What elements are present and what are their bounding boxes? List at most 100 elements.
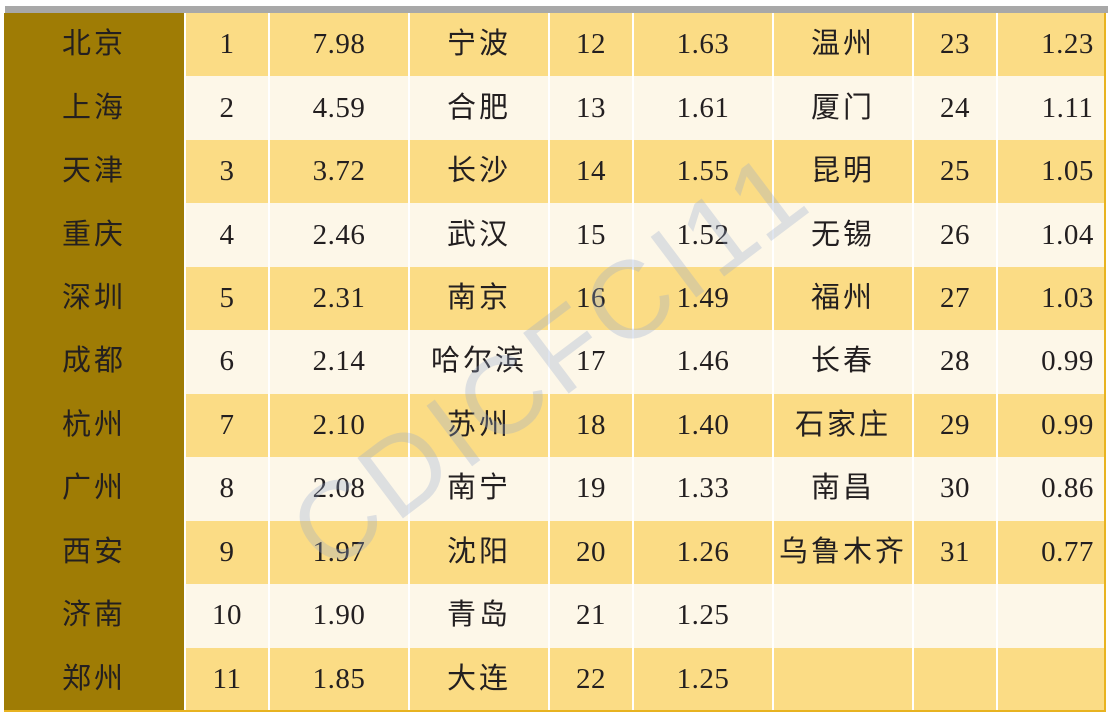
rank-cell: 21 [549, 584, 634, 648]
value-cell: 1.49 [633, 266, 774, 331]
city-cell: 宁波 [409, 13, 550, 77]
value-cell: 1.90 [269, 584, 410, 648]
rank-cell: 7 [185, 393, 270, 458]
table-row: 上海 2 4.59 合肥 13 1.61 厦门 24 1.11 [4, 76, 1104, 140]
value-cell [997, 647, 1104, 710]
rank-cell: 2 [185, 76, 270, 140]
rank-cell: 31 [913, 520, 998, 585]
cjk-text: 重庆 [61, 218, 126, 251]
city-cell: 无锡 [773, 203, 914, 267]
value-cell: 3.72 [269, 139, 410, 204]
rank-cell: 1 [185, 13, 270, 77]
value-cell: 0.77 [997, 520, 1104, 585]
value-cell: 2.14 [269, 330, 410, 394]
rank-cell: 8 [185, 457, 270, 521]
value-cell: 1.46 [633, 330, 774, 394]
cjk-text: 昆明 [810, 155, 875, 188]
cjk-text: 南昌 [810, 472, 875, 505]
city-cell: 南宁 [409, 457, 550, 521]
city-cell: 长沙 [409, 139, 550, 204]
table-row: 西安 9 1.97 沈阳 20 1.26 乌鲁木齐 31 0.77 [4, 520, 1104, 585]
value-cell: 4.59 [269, 76, 410, 140]
cjk-text: 沈阳 [446, 535, 511, 568]
rank-cell: 26 [913, 203, 998, 267]
city-cell: 长春 [773, 330, 914, 394]
cjk-text: 成都 [61, 345, 126, 378]
table-row: 北京 1 7.98 宁波 12 1.63 温州 23 1.23 [4, 13, 1104, 77]
city-cell: 昆明 [773, 139, 914, 204]
value-cell: 1.04 [997, 203, 1104, 267]
city-ranking-table: 北京 1 7.98 宁波 12 1.63 温州 23 1.23 上海 2 4.59 合肥 13 1.61 厦门… [4, 13, 1104, 710]
rank-cell: 9 [185, 520, 270, 585]
rank-cell: 11 [185, 647, 270, 710]
lead-city-cell: 深圳 [4, 266, 186, 331]
rank-cell: 29 [913, 393, 998, 458]
cjk-text: 长沙 [446, 155, 511, 188]
value-cell: 1.52 [633, 203, 774, 267]
cjk-text: 温州 [810, 28, 875, 61]
cjk-text: 南京 [446, 282, 511, 315]
city-cell: 沈阳 [409, 520, 550, 585]
value-cell: 1.23 [997, 13, 1104, 77]
value-cell: 1.40 [633, 393, 774, 458]
value-cell: 7.98 [269, 13, 410, 77]
table-body: 北京 1 7.98 宁波 12 1.63 温州 23 1.23 上海 2 4.59 合肥 13 1.61 厦门… [4, 13, 1104, 710]
value-cell: 0.99 [997, 330, 1104, 394]
cjk-text: 深圳 [61, 282, 126, 315]
cjk-text: 南宁 [446, 472, 511, 505]
value-cell: 0.86 [997, 457, 1104, 521]
value-cell: 1.05 [997, 139, 1104, 204]
cjk-text: 长春 [810, 345, 875, 378]
lead-city-cell: 北京 [4, 13, 186, 77]
value-cell: 1.25 [633, 647, 774, 710]
cjk-text: 福州 [810, 282, 875, 315]
cjk-text: 上海 [61, 91, 126, 124]
cjk-text: 石家庄 [794, 408, 891, 441]
lead-city-cell: 西安 [4, 520, 186, 585]
cjk-text: 广州 [61, 472, 126, 505]
cjk-text: 杭州 [61, 408, 126, 441]
lead-city-cell: 天津 [4, 139, 186, 204]
value-cell: 1.85 [269, 647, 410, 710]
rank-cell: 16 [549, 266, 634, 331]
value-cell: 1.33 [633, 457, 774, 521]
city-cell: 南京 [409, 266, 550, 331]
cjk-text: 无锡 [810, 218, 875, 251]
rank-cell: 22 [549, 647, 634, 710]
city-cell: 哈尔滨 [409, 330, 550, 394]
cjk-text: 天津 [61, 155, 126, 188]
value-cell: 2.08 [269, 457, 410, 521]
city-cell: 南昌 [773, 457, 914, 521]
value-cell: 1.61 [633, 76, 774, 140]
city-cell: 大连 [409, 647, 550, 710]
table-row: 杭州 7 2.10 苏州 18 1.40 石家庄 29 0.99 [4, 393, 1104, 458]
lead-city-cell: 郑州 [4, 647, 186, 710]
city-cell: 苏州 [409, 393, 550, 458]
city-cell: 厦门 [773, 76, 914, 140]
rank-cell: 20 [549, 520, 634, 585]
rank-cell: 3 [185, 139, 270, 204]
rank-cell: 25 [913, 139, 998, 204]
rank-cell: 14 [549, 139, 634, 204]
rank-cell: 15 [549, 203, 634, 267]
cjk-text: 乌鲁木齐 [778, 535, 907, 568]
rank-cell: 30 [913, 457, 998, 521]
table-row: 天津 3 3.72 长沙 14 1.55 昆明 25 1.05 [4, 139, 1104, 204]
rank-cell: 13 [549, 76, 634, 140]
lead-city-cell: 成都 [4, 330, 186, 394]
cjk-text: 武汉 [446, 218, 511, 251]
rank-cell: 10 [185, 584, 270, 648]
city-cell [773, 647, 914, 710]
rank-cell: 6 [185, 330, 270, 394]
value-cell: 1.55 [633, 139, 774, 204]
value-cell: 2.31 [269, 266, 410, 331]
table-row: 济南 10 1.90 青岛 21 1.25 [4, 584, 1104, 648]
table-row: 重庆 4 2.46 武汉 15 1.52 无锡 26 1.04 [4, 203, 1104, 267]
city-cell: 乌鲁木齐 [773, 520, 914, 585]
city-cell: 温州 [773, 13, 914, 77]
rank-cell: 19 [549, 457, 634, 521]
value-cell: 1.26 [633, 520, 774, 585]
city-cell: 福州 [773, 266, 914, 331]
value-cell: 2.46 [269, 203, 410, 267]
